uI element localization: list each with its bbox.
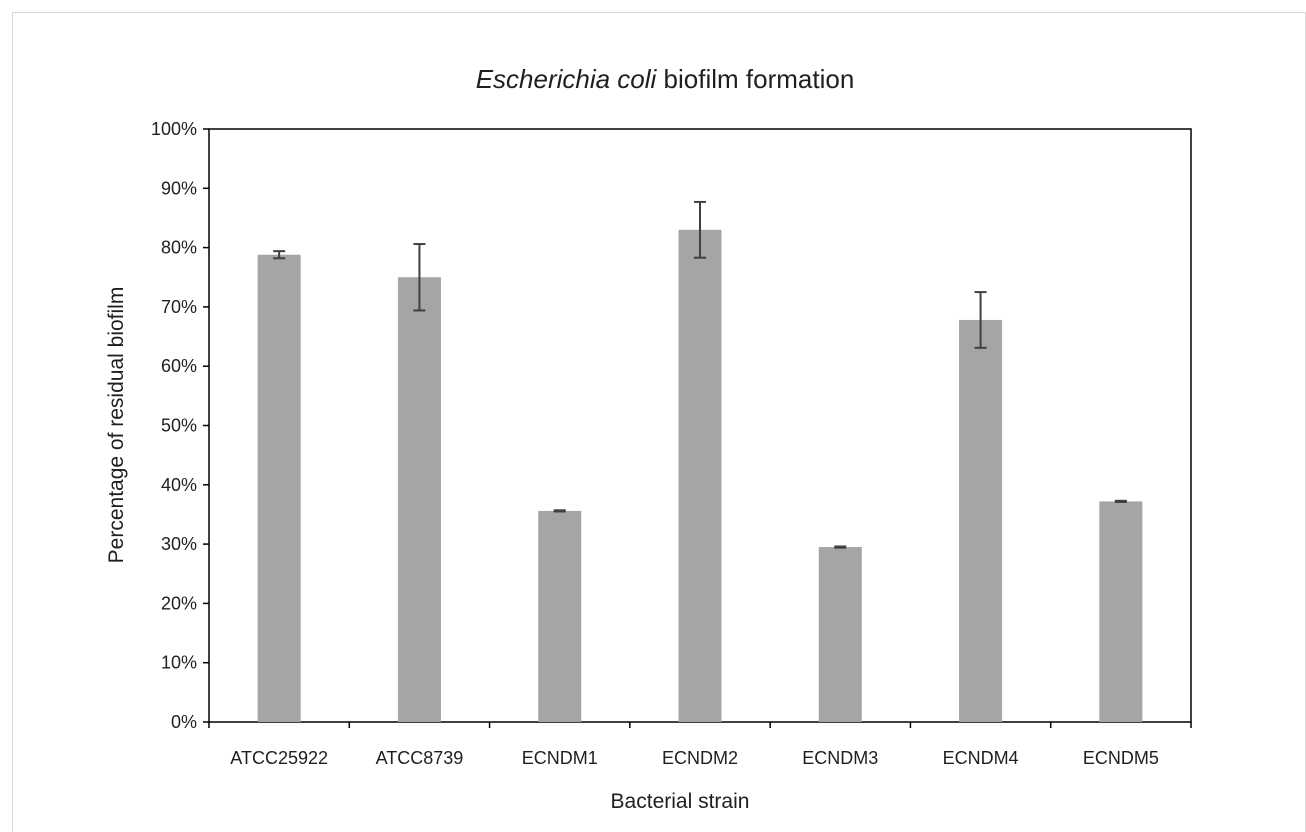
x-tick-label: ECNDM5	[1083, 748, 1159, 768]
bar	[257, 254, 301, 722]
plot-area: 0% 10% 20% 30% 40% 50% 60% 70% 80% 90% 100% ATCC259…	[151, 119, 1192, 768]
y-tick-label: 60%	[161, 356, 197, 376]
y-tick-label: 50%	[161, 416, 197, 436]
bar	[818, 547, 862, 722]
x-axis-title: Bacterial strain	[611, 790, 750, 813]
x-tick-label: ECNDM1	[522, 748, 598, 768]
chart-title-rest: biofilm formation	[656, 64, 854, 94]
x-tick-label: ECNDM2	[662, 748, 738, 768]
x-tick-label: ATCC8739	[376, 748, 464, 768]
y-tick-label: 20%	[161, 593, 197, 613]
chart-title-italic: Escherichia coli	[476, 64, 658, 94]
y-tick-label: 40%	[161, 475, 197, 495]
bar	[959, 319, 1003, 722]
y-tick-label: 70%	[161, 297, 197, 317]
y-tick-label: 10%	[161, 653, 197, 673]
chart-title: Escherichia coli biofilm formation	[476, 64, 855, 94]
y-tick-label: 30%	[161, 534, 197, 554]
y-tick-label: 100%	[151, 119, 197, 139]
y-tick-label: 90%	[161, 178, 197, 198]
x-tick-label: ATCC25922	[230, 748, 328, 768]
bar	[678, 229, 722, 722]
bar	[397, 277, 441, 722]
chart-frame	[12, 12, 1306, 832]
bar	[538, 510, 582, 722]
x-tick-label: ECNDM3	[802, 748, 878, 768]
y-tick-label: 0%	[171, 712, 197, 732]
y-axis-title: Percentage of residual biofilm	[105, 287, 128, 564]
y-tick-label: 80%	[161, 238, 197, 258]
x-tick-label: ECNDM4	[943, 748, 1019, 768]
bar	[1099, 501, 1143, 722]
